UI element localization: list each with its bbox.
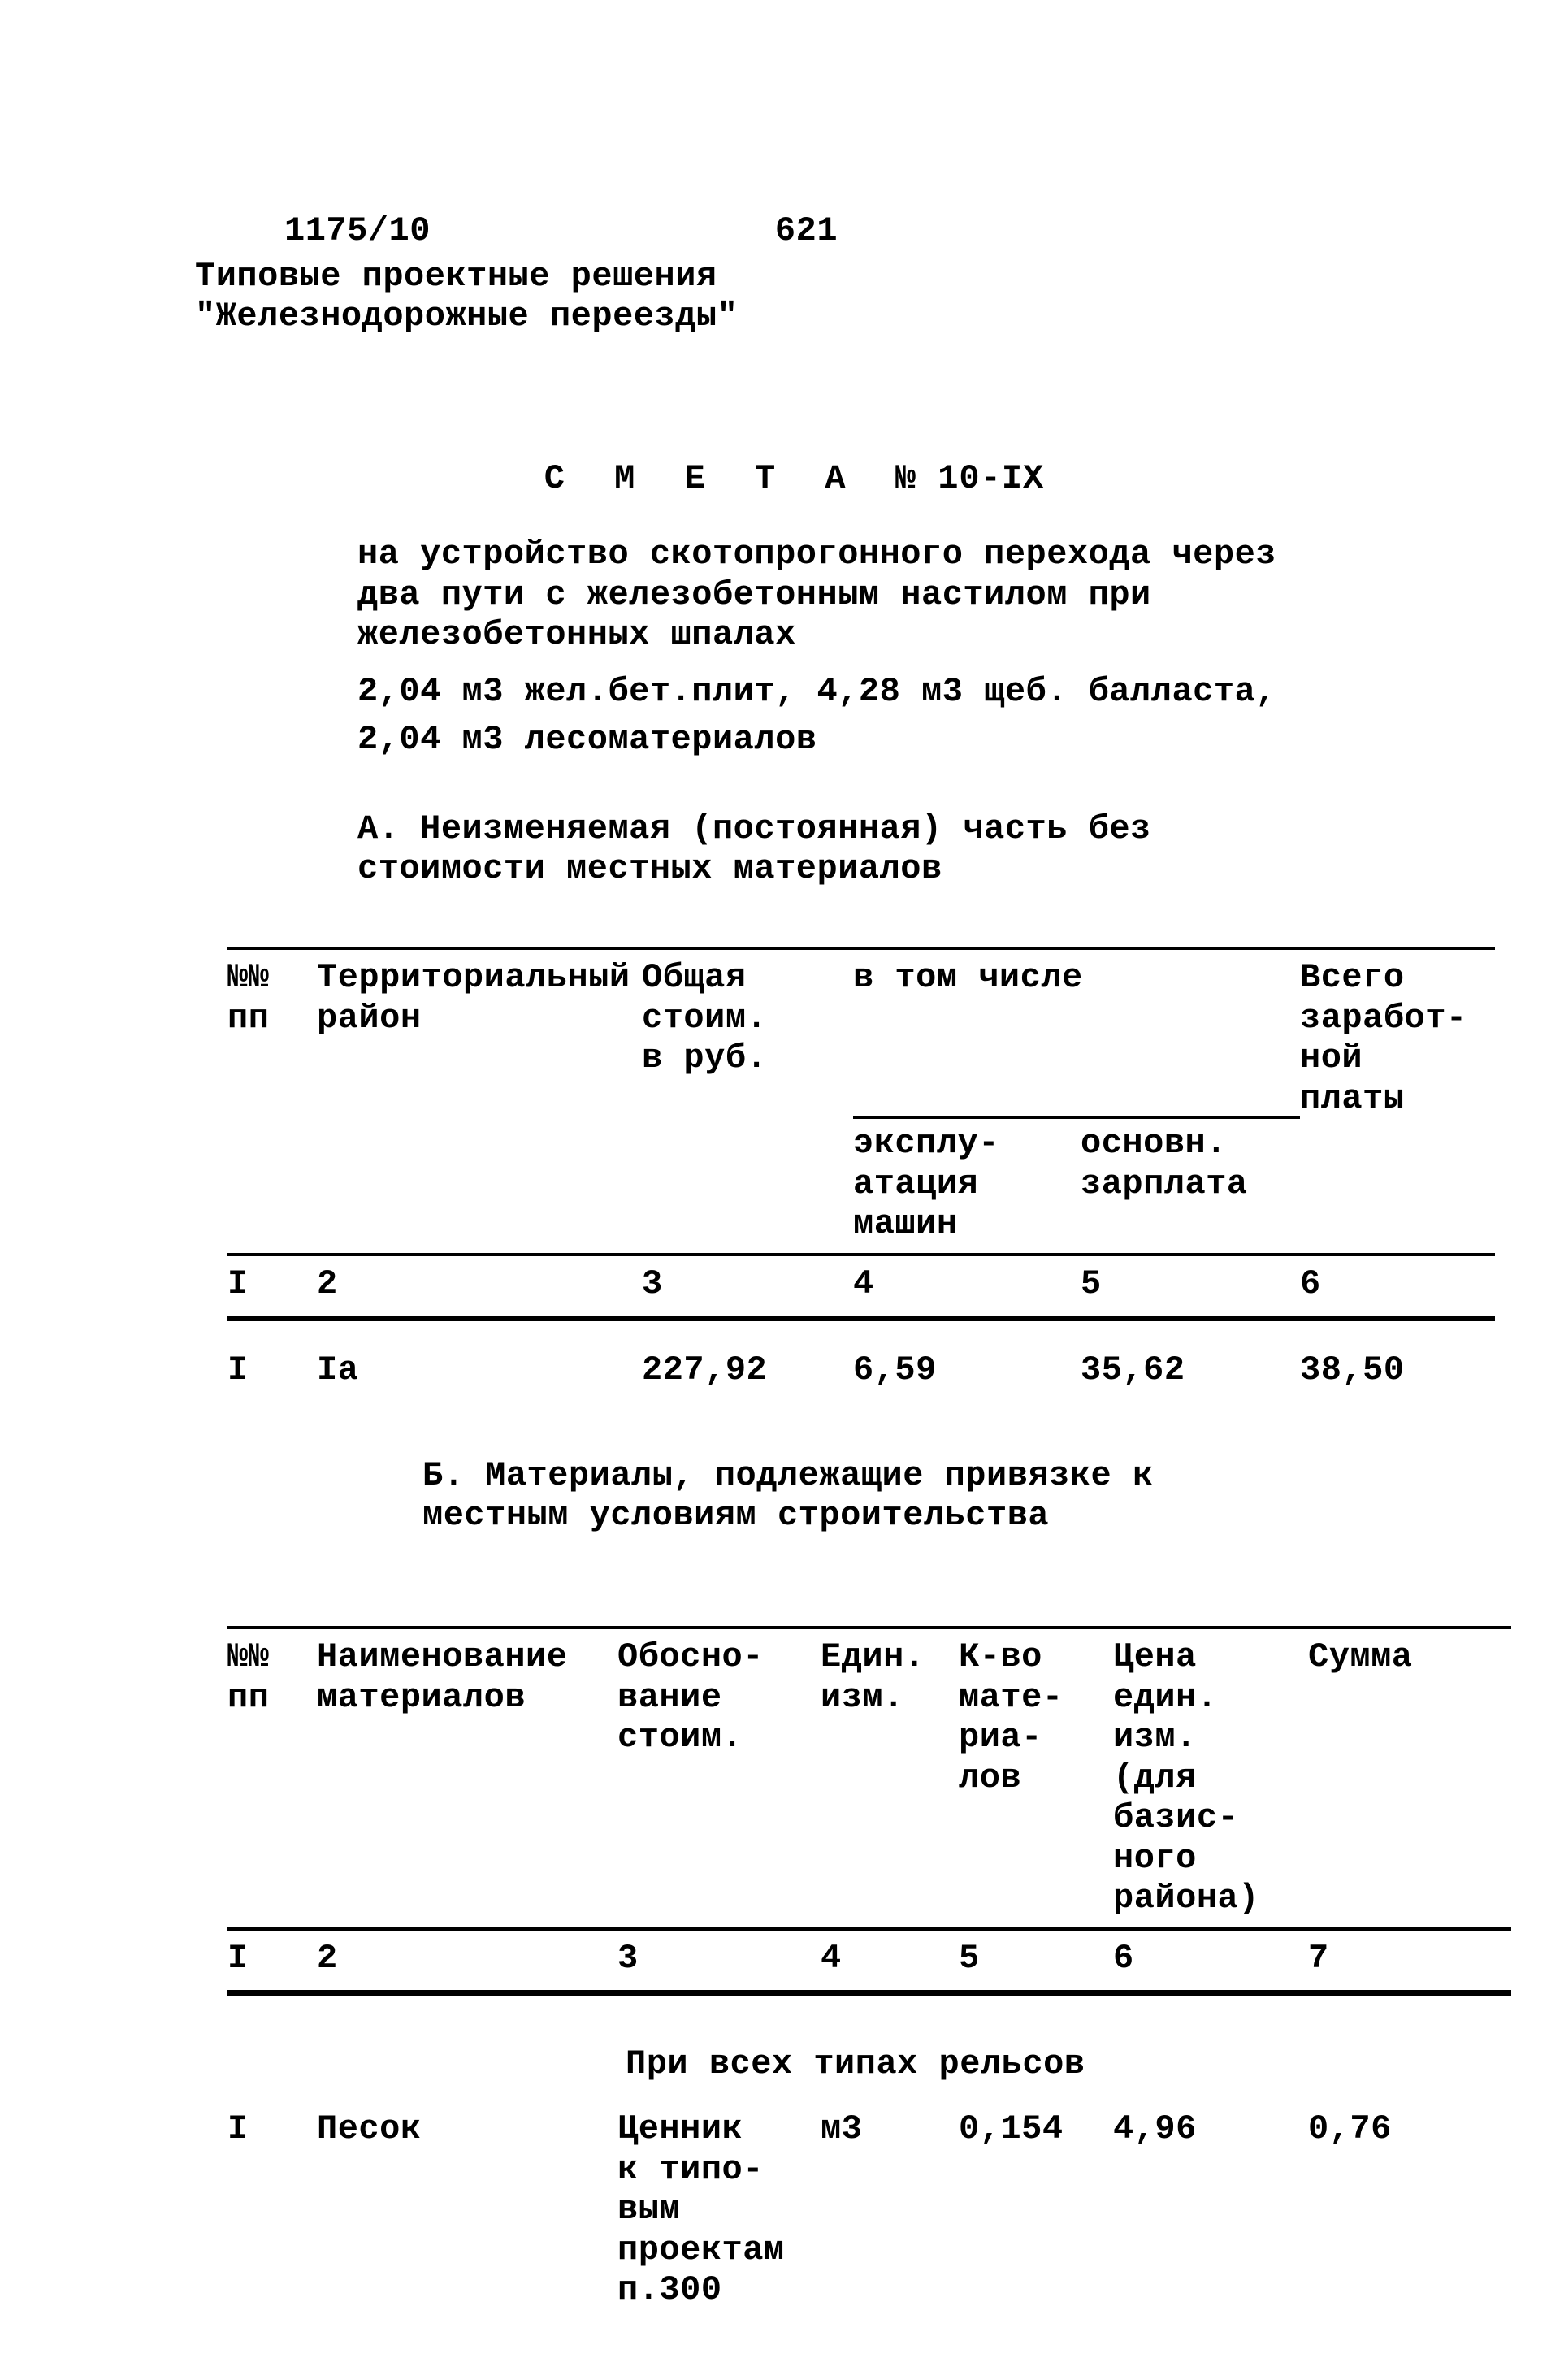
cd-a-1: I [227,1350,317,1391]
sheet-title: С М Е Т А № 10-IX [195,459,1393,500]
document-page: 1175/10 621 Типовые проектные решения "Ж… [0,0,1564,2380]
th-b-4: Един. изм. [821,1637,959,1919]
table-b: №№ пп Наименование материалов Обосно- ва… [227,1626,1511,2311]
table-a-numrow: I 2 3 4 5 6 [227,1264,1495,1305]
descr-line-2: 2,04 м3 жел.бет.плит, 4,28 м3 щеб. балла… [357,672,1288,713]
th-a-45-group: в том числе [853,958,1300,1119]
table-b-head: №№ пп Наименование материалов Обосно- ва… [227,1637,1511,1919]
doc-header: Типовые проектные решения "Железнодорожн… [195,257,1393,337]
th-b-5: К-во мате- риа- лов [959,1637,1113,1919]
section-a-title: А. Неизменяемая (постоянная) часть без с… [357,809,1312,890]
descr-line-1: на устройство скотопрогонного перехода ч… [357,535,1288,656]
cn-b-7: 7 [1308,1939,1471,1979]
cn-a-2: 2 [317,1264,642,1305]
th-a-6: Всего заработ- ной платы [1300,958,1495,1119]
th-b-3: Обосно- вание стоим. [617,1637,821,1919]
th-b-6: Цена един. изм. (для базис- ного района) [1113,1637,1308,1919]
cn-b-6: 6 [1113,1939,1308,1979]
th-a-1: №№ пп [227,958,317,1119]
cd-b-4: м3 [821,2109,959,2311]
cd-a-6: 38,50 [1300,1350,1495,1391]
header-line-2: "Железнодорожные переезды" [195,297,1393,337]
cd-b-1: I [227,2109,317,2311]
th-b-7: Сумма [1308,1637,1471,1919]
table-b-data-row: I Песок Ценник к типо- вым проектам п.30… [227,2109,1511,2311]
table-a-head-row2: эксплу- атация машин основн. зарплата [227,1124,1495,1245]
title-word: С М Е Т А [544,459,860,498]
cn-a-3: 3 [642,1264,853,1305]
cd-b-7: 0,76 [1308,2109,1471,2311]
section-b-title: Б. Материалы, подлежащие привязке к мест… [422,1456,1296,1537]
cd-b-3: Ценник к типо- вым проектам п.300 [617,2109,821,2311]
page-number: 621 [775,211,838,252]
th-b-2: Наименование материалов [317,1637,617,1919]
description-block: на устройство скотопрогонного перехода ч… [357,535,1288,761]
cn-b-5: 5 [959,1939,1113,1979]
descr-line-3: 2,04 м3 лесоматериалов [357,720,1288,761]
cn-a-4: 4 [853,1264,1081,1305]
cd-b-5: 0,154 [959,2109,1113,2311]
header-line-1: Типовые проектные решения [195,257,1393,297]
cn-a-6: 6 [1300,1264,1495,1305]
cd-b-6: 4,96 [1113,2109,1308,2311]
th-a-2: Территориальный район [317,958,642,1119]
title-number: № 10-IX [895,459,1044,498]
doc-number: 1175/10 [284,211,431,252]
table-a: №№ пп Территориальный район Общая стоим.… [227,947,1495,1391]
th-a-4: эксплу- атация машин [853,1124,1081,1245]
cd-a-4: 6,59 [853,1350,1081,1391]
th-a-5: основн. зарплата [1081,1124,1300,1245]
cn-b-3: 3 [617,1939,821,1979]
cn-b-1: I [227,1939,317,1979]
cd-b-2: Песок [317,2109,617,2311]
cd-a-5: 35,62 [1081,1350,1300,1391]
cn-b-4: 4 [821,1939,959,1979]
th-a-3: Общая стоим. в руб. [642,958,853,1119]
table-b-subcaption: При всех типах рельсов [626,2044,1511,2085]
table-b-numrow: I 2 3 4 5 6 7 [227,1939,1511,1979]
table-a-data-row: I Iа 227,92 6,59 35,62 38,50 [227,1350,1495,1391]
cn-a-5: 5 [1081,1264,1300,1305]
top-line: 1175/10 621 [195,211,1393,252]
cn-a-1: I [227,1264,317,1305]
table-a-head-row1: №№ пп Территориальный район Общая стоим.… [227,958,1495,1119]
th-b-1: №№ пп [227,1637,317,1919]
cd-a-2: Iа [317,1350,642,1391]
cn-b-2: 2 [317,1939,617,1979]
cd-a-3: 227,92 [642,1350,853,1391]
